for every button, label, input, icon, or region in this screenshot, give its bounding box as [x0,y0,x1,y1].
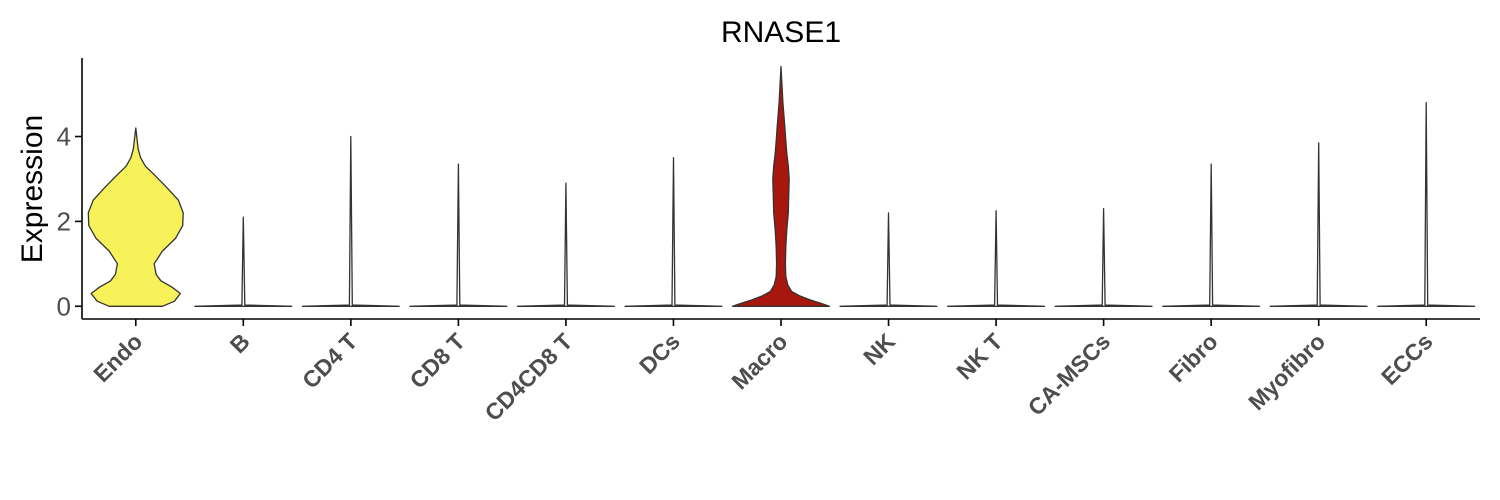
x-tick-label-ca-mscs: CA-MSCs [1023,328,1115,420]
violin-b [194,216,293,307]
x-tick-label-fibro: Fibro [1164,328,1223,387]
violin-eccs [1377,101,1476,307]
violins-group [87,65,1476,307]
x-tick-label-cd4cd8-t: CD4CD8 T [480,328,578,426]
y-tick-label: 2 [57,206,71,236]
violin-dcs [624,157,723,307]
x-tick-label-dcs: DCs [634,328,685,379]
x-tick-label-cd4-t: CD4 T [297,328,362,393]
y-tick-label: 4 [57,122,71,152]
violin-macro [731,65,831,307]
violin-cd4cd8-t [516,182,615,307]
violin-endo [87,127,184,307]
violin-fibro [1162,163,1261,307]
x-tick-label-cd8-t: CD8 T [405,328,470,393]
x-tick-label-b: B [225,328,255,358]
x-tick-label-nk-t: NK T [951,328,1007,384]
violin-ca-mscs [1054,208,1153,307]
violin-nk [839,212,938,307]
x-tick-label-eccs: ECCs [1376,328,1438,390]
x-tick-label-myofibro: Myofibro [1243,328,1330,415]
violin-cd4-t [301,135,400,307]
violin-nk-t [947,210,1046,307]
x-tick-label-nk: NK [858,328,900,370]
y-axis-label: Expression [16,115,49,263]
y-ticks-group: 0 2 4 [57,122,82,321]
x-tick-label-endo: Endo [88,328,147,387]
x-tick-label-macro: Macro [726,328,792,394]
violin-cd8-t [409,163,508,307]
x-ticks-group: Endo B CD4 T CD8 T CD4CD8 T DCs Macro NK NK T CA-… [88,319,1438,426]
chart-title: RNASE1 [721,16,841,49]
y-tick-label: 0 [57,291,71,321]
violin-myofibro [1269,142,1368,307]
